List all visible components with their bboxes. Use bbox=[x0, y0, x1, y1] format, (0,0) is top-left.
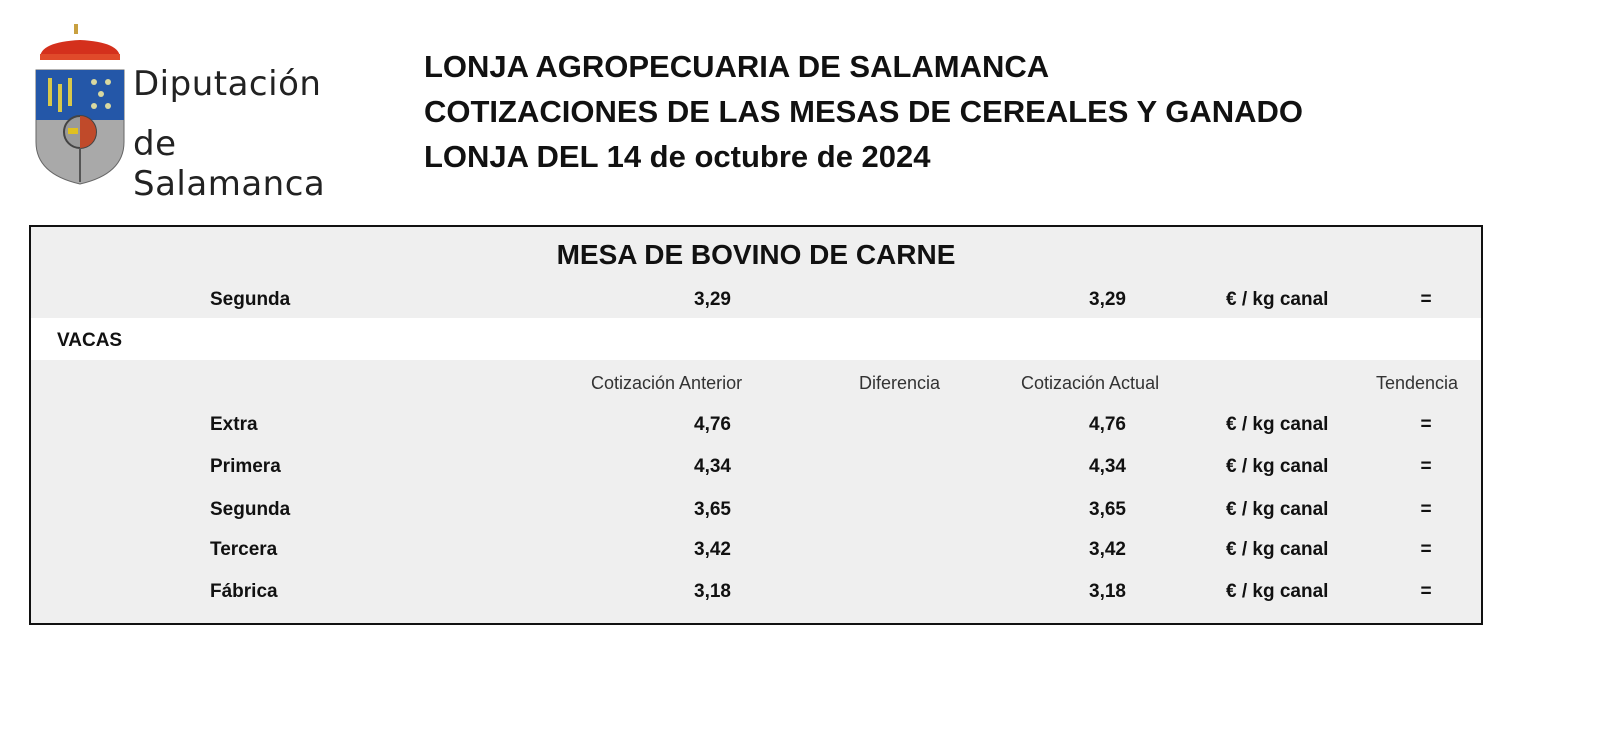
row-curr-price: 4,34 bbox=[1089, 456, 1126, 477]
row-prev-price: 3,65 bbox=[694, 499, 731, 520]
row-unit: € / kg canal bbox=[1226, 414, 1329, 435]
price-table-panel: MESA DE BOVINO DE CARNE Segunda 3,29 3,2… bbox=[29, 225, 1483, 625]
row-curr-price: 4,76 bbox=[1089, 414, 1126, 435]
row-trend: = bbox=[1420, 581, 1432, 602]
table-row: Extra 4,76 4,76 € / kg canal = bbox=[31, 410, 1481, 440]
col-header-curr: Cotización Actual bbox=[1021, 373, 1160, 393]
section-band bbox=[31, 318, 1481, 360]
row-unit: € / kg canal bbox=[1226, 539, 1329, 560]
column-headers: Cotización Anterior Diferencia Cotizació… bbox=[31, 369, 1481, 399]
row-trend: = bbox=[1420, 499, 1432, 520]
header-line1: LONJA AGROPECUARIA DE SALAMANCA bbox=[424, 49, 1050, 84]
row-label: Fábrica bbox=[210, 581, 278, 602]
row-prev-price: 4,76 bbox=[694, 414, 731, 435]
row-trend: = bbox=[1420, 456, 1432, 477]
section-label: VACAS bbox=[57, 330, 123, 351]
row-prev-price: 3,42 bbox=[694, 539, 731, 560]
row-unit: € / kg canal bbox=[1226, 581, 1329, 602]
row-label: Segunda bbox=[210, 499, 291, 520]
row-curr-price: 3,29 bbox=[1089, 289, 1126, 310]
logo-line1: Diputación bbox=[133, 64, 322, 104]
col-header-prev: Cotización Anterior bbox=[591, 373, 743, 393]
row-trend: = bbox=[1420, 414, 1432, 435]
row-label: Primera bbox=[210, 456, 281, 477]
logo-line2: de Salamanca bbox=[133, 124, 326, 204]
table-title: MESA DE BOVINO DE CARNE bbox=[556, 239, 956, 270]
row-prev-price: 3,18 bbox=[694, 581, 731, 602]
table-row: Segunda 3,65 3,65 € / kg canal = bbox=[31, 495, 1481, 525]
row-prev-price: 4,34 bbox=[694, 456, 731, 477]
row-curr-price: 3,42 bbox=[1089, 539, 1126, 560]
col-header-trend: Tendencia bbox=[1376, 373, 1459, 393]
table-row: Fábrica 3,18 3,18 € / kg canal = bbox=[31, 577, 1481, 607]
coat-of-arms-icon bbox=[35, 24, 125, 185]
diputacion-logo: Diputación de Salamanca bbox=[30, 24, 370, 204]
table-row-top: Segunda 3,29 3,29 € / kg canal = bbox=[31, 285, 1481, 315]
row-prev-price: 3,29 bbox=[694, 289, 731, 310]
row-curr-price: 3,18 bbox=[1089, 581, 1126, 602]
col-header-diff: Diferencia bbox=[859, 373, 941, 393]
row-label: Extra bbox=[210, 414, 258, 435]
row-label: Tercera bbox=[210, 539, 278, 560]
row-trend: = bbox=[1420, 289, 1432, 310]
document-header: LONJA AGROPECUARIA DE SALAMANCA COTIZACI… bbox=[424, 44, 1303, 179]
table-row: Tercera 3,42 3,42 € / kg canal = bbox=[31, 535, 1481, 565]
header-line2: COTIZACIONES DE LAS MESAS DE CEREALES Y … bbox=[424, 94, 1304, 129]
row-unit: € / kg canal bbox=[1226, 499, 1329, 520]
row-curr-price: 3,65 bbox=[1089, 499, 1126, 520]
row-unit: € / kg canal bbox=[1226, 289, 1329, 310]
table-row: Primera 4,34 4,34 € / kg canal = bbox=[31, 452, 1481, 482]
row-trend: = bbox=[1420, 539, 1432, 560]
row-unit: € / kg canal bbox=[1226, 456, 1329, 477]
row-label: Segunda bbox=[210, 289, 291, 310]
header-line3: LONJA DEL 14 de octubre de 2024 bbox=[424, 139, 931, 174]
